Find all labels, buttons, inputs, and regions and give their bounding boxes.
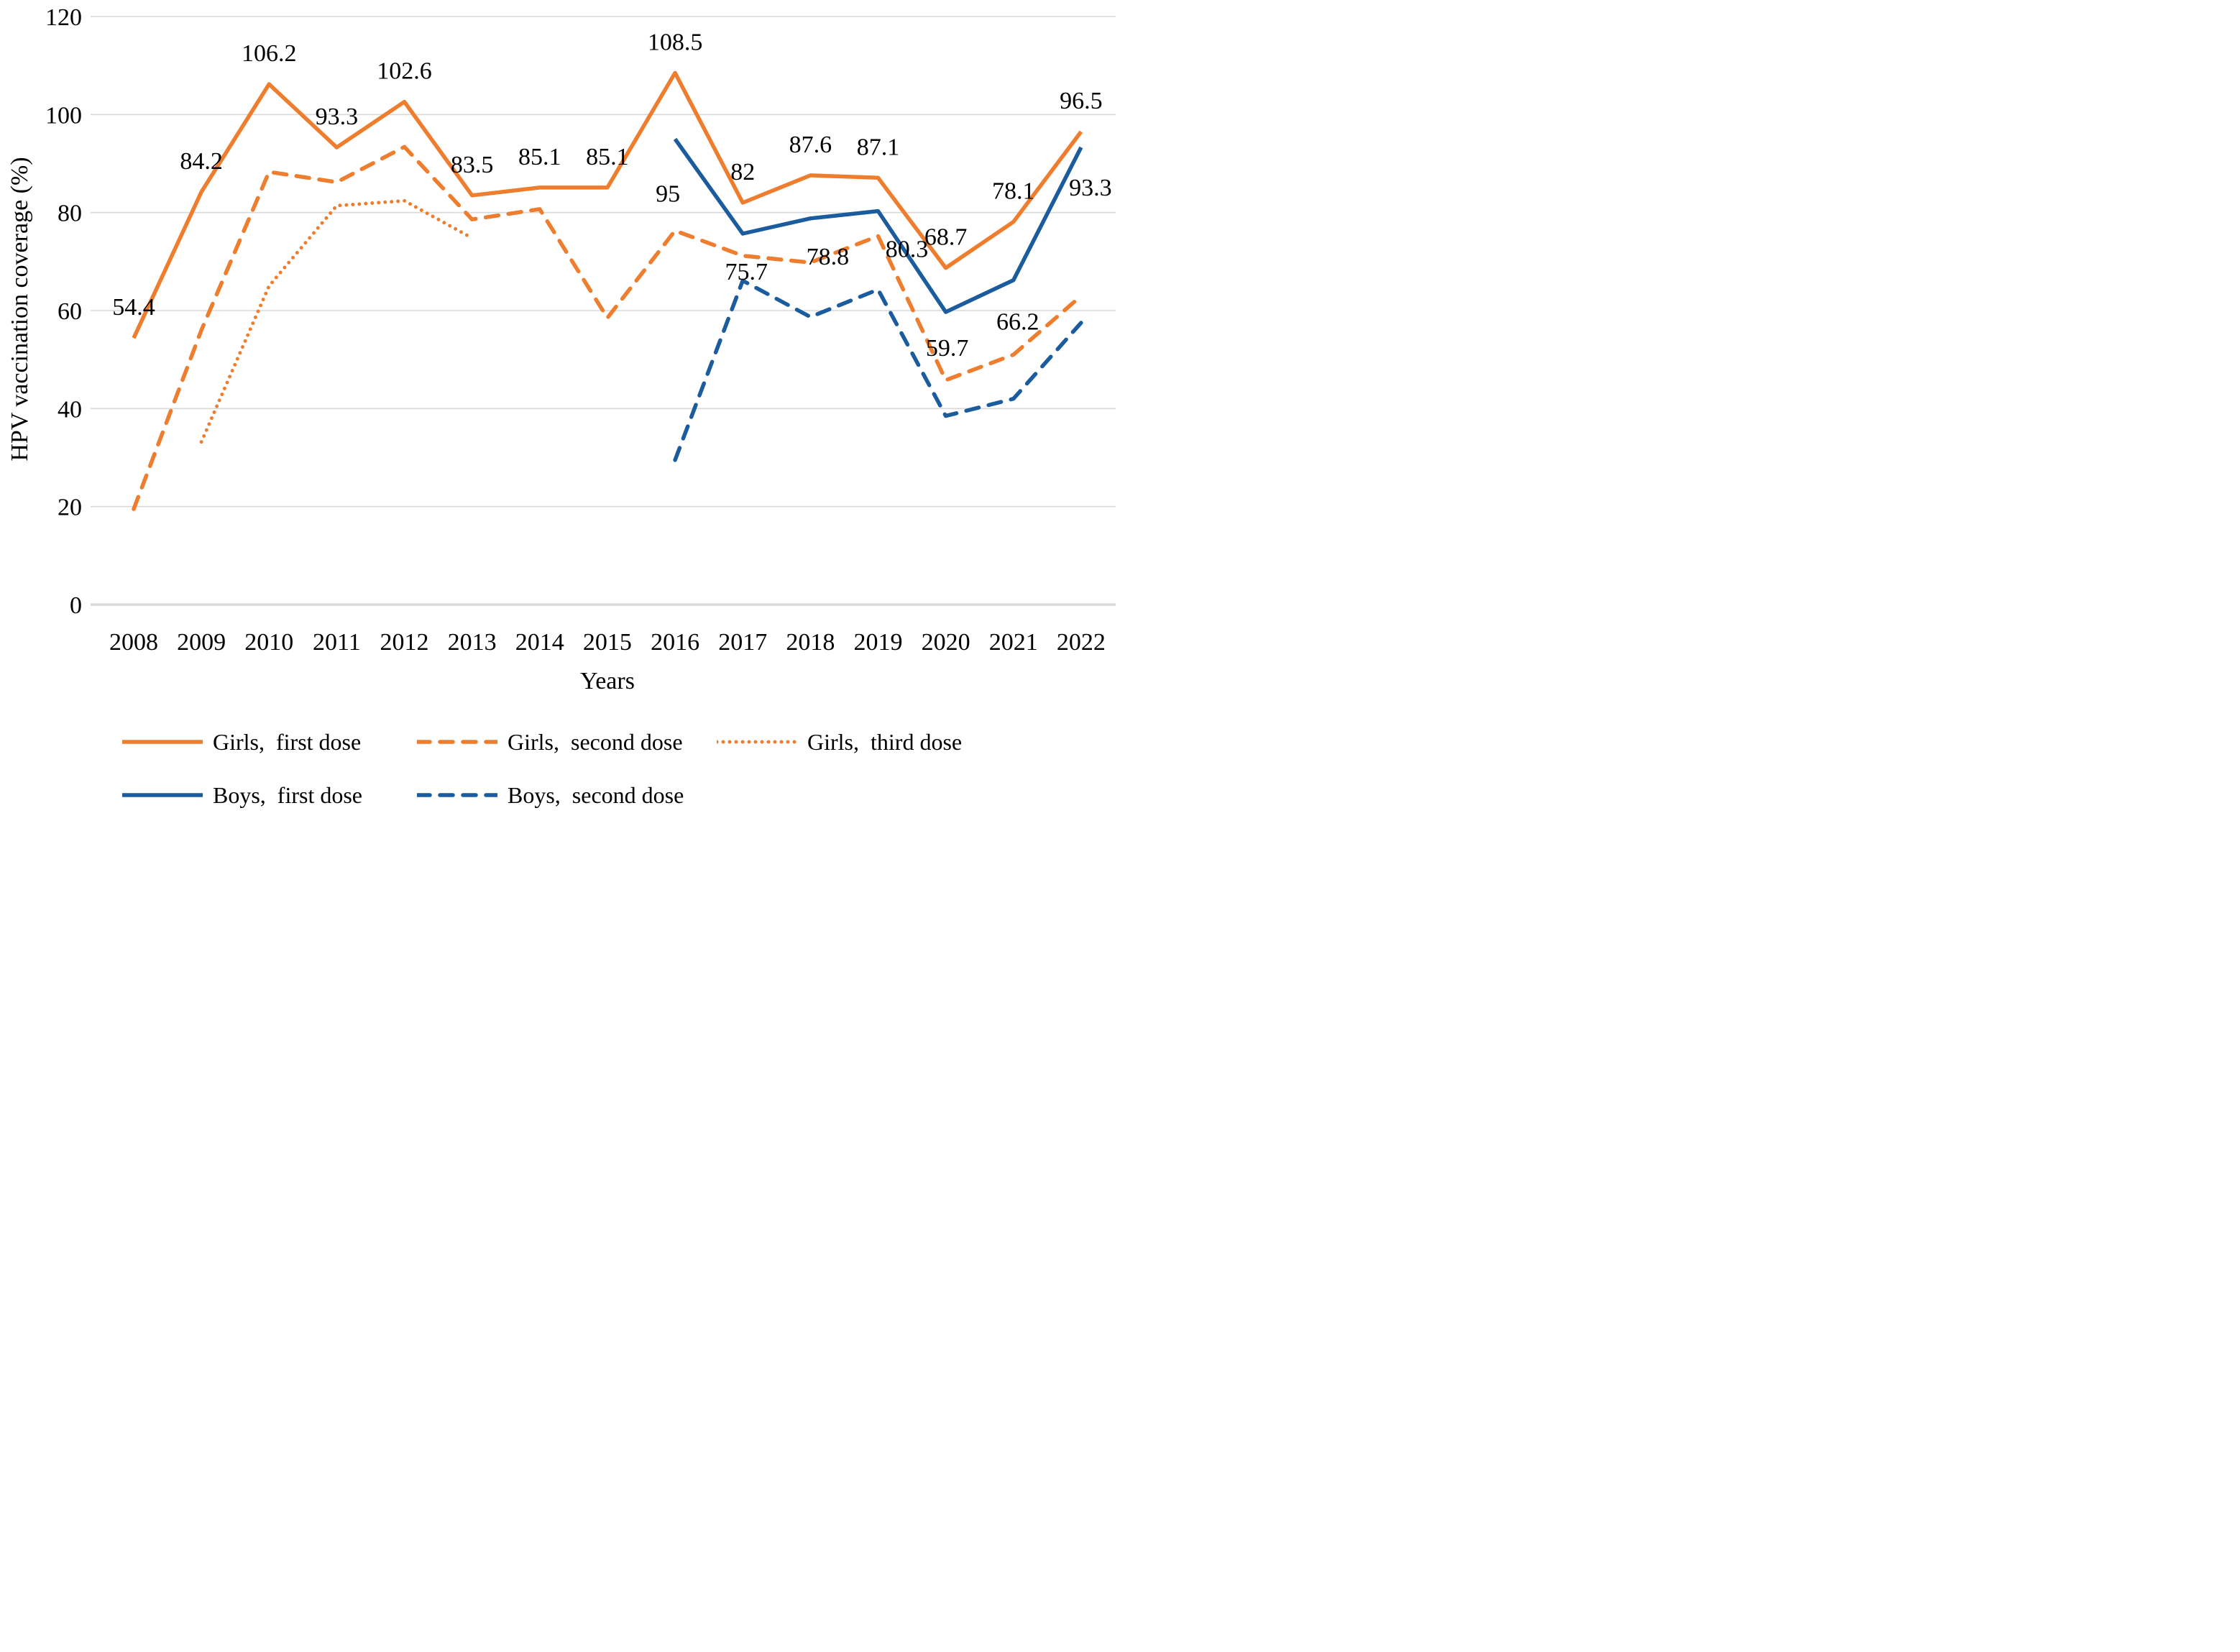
legend-label-girls-third-dose: Girls, third dose xyxy=(807,728,963,755)
data-label-boys-first-dose: 80.3 xyxy=(886,237,929,263)
y-tick-label: 40 xyxy=(58,396,82,423)
data-label-girls-first-dose: 102.6 xyxy=(377,58,432,85)
x-axis-title: Years xyxy=(580,668,635,694)
y-tick-label: 20 xyxy=(58,495,82,521)
data-label-girls-first-dose: 106.2 xyxy=(242,40,297,67)
data-label-boys-first-dose: 93.3 xyxy=(1069,175,1112,201)
data-label-boys-first-dose: 75.7 xyxy=(725,259,768,285)
legend-swatch-girls-second-dose-icon xyxy=(417,740,497,744)
data-label-girls-first-dose: 96.5 xyxy=(1060,88,1103,114)
y-tick-label: 100 xyxy=(45,102,82,129)
data-label-girls-first-dose: 78.1 xyxy=(992,178,1035,205)
data-label-boys-first-dose: 66.2 xyxy=(996,309,1039,336)
series-line-boys-second-dose xyxy=(673,278,1083,462)
plot-area: 0 20 40 60 80 100 120 2008 2009 2010 2011 2012 2013 2… xyxy=(45,4,1116,656)
legend-swatch-girls-third-dose-icon xyxy=(717,740,797,744)
legend-label-girls-second-dose: Girls, second dose xyxy=(508,728,683,755)
legend-label-boys-first-dose: Boys, first dose xyxy=(213,781,362,808)
data-label-boys-first-dose: 95 xyxy=(656,180,680,207)
data-label-girls-first-dose: 108.5 xyxy=(648,29,703,55)
legend-swatch-boys-first-dose-icon xyxy=(122,793,203,797)
legend-swatch-girls-first-dose-icon xyxy=(122,740,203,744)
x-tick-label: 2011 xyxy=(313,629,361,656)
data-label-boys-first-dose: 59.7 xyxy=(926,335,969,362)
x-tick-label: 2022 xyxy=(1057,629,1106,656)
x-tick-label: 2021 xyxy=(989,629,1038,656)
data-label-girls-first-dose: 68.7 xyxy=(924,224,968,251)
x-tick-label: 2010 xyxy=(244,629,293,656)
x-tick-label: 2018 xyxy=(786,629,835,656)
x-tick-label: 2008 xyxy=(109,629,158,656)
data-label-girls-first-dose: 84.2 xyxy=(180,148,223,175)
x-tick-label: 2019 xyxy=(853,629,902,656)
x-tick-label: 2016 xyxy=(651,629,699,656)
data-label-girls-first-dose: 83.5 xyxy=(451,152,494,178)
data-label-girls-first-dose: 93.3 xyxy=(316,104,359,130)
data-label-girls-first-dose: 54.4 xyxy=(112,294,155,321)
y-tick-label: 0 xyxy=(70,592,82,619)
x-tick-label: 2017 xyxy=(718,629,767,656)
data-label-girls-first-dose: 87.6 xyxy=(789,132,832,158)
chart-figure: 0 20 40 60 80 100 120 2008 2009 2010 2011 2012 2013 2… xyxy=(0,0,1120,826)
x-tick-label: 2015 xyxy=(583,629,632,656)
y-tick-label: 80 xyxy=(58,201,82,227)
series-line-girls-third-dose xyxy=(199,198,474,444)
data-label-girls-first-dose: 87.1 xyxy=(857,134,900,160)
legend-item-girls-third-dose: Girls, third dose xyxy=(717,728,962,756)
series-line-girls-second-dose xyxy=(132,144,1083,511)
legend-item-boys-first-dose: Boys, first dose xyxy=(122,781,362,809)
legend-item-boys-second-dose: Boys, second dose xyxy=(417,781,684,809)
y-tick-label: 60 xyxy=(58,298,82,325)
x-tick-label: 2020 xyxy=(922,629,970,656)
x-tick-label: 2012 xyxy=(380,629,429,656)
data-label-girls-first-dose: 85.1 xyxy=(586,144,629,170)
data-label-girls-first-dose: 82 xyxy=(730,159,755,185)
x-tick-label: 2014 xyxy=(515,629,564,656)
y-axis-title: HPV vaccination coverage (%) xyxy=(6,157,33,462)
legend-item-girls-first-dose: Girls, first dose xyxy=(122,728,361,756)
x-tick-label: 2009 xyxy=(177,629,226,656)
legend-label-boys-second-dose: Boys, second dose xyxy=(508,781,684,808)
series-line-boys-first-dose xyxy=(673,137,1083,314)
legend-swatch-boys-second-dose-icon xyxy=(417,793,497,797)
x-tick-label: 2013 xyxy=(448,629,497,656)
legend-item-girls-second-dose: Girls, second dose xyxy=(417,728,683,756)
y-tick-label: 120 xyxy=(45,4,82,31)
data-label-boys-first-dose: 78.8 xyxy=(807,244,850,270)
legend-label-girls-first-dose: Girls, first dose xyxy=(213,728,362,755)
data-label-girls-first-dose: 85.1 xyxy=(518,144,561,170)
series-line-girls-first-dose xyxy=(132,70,1083,339)
